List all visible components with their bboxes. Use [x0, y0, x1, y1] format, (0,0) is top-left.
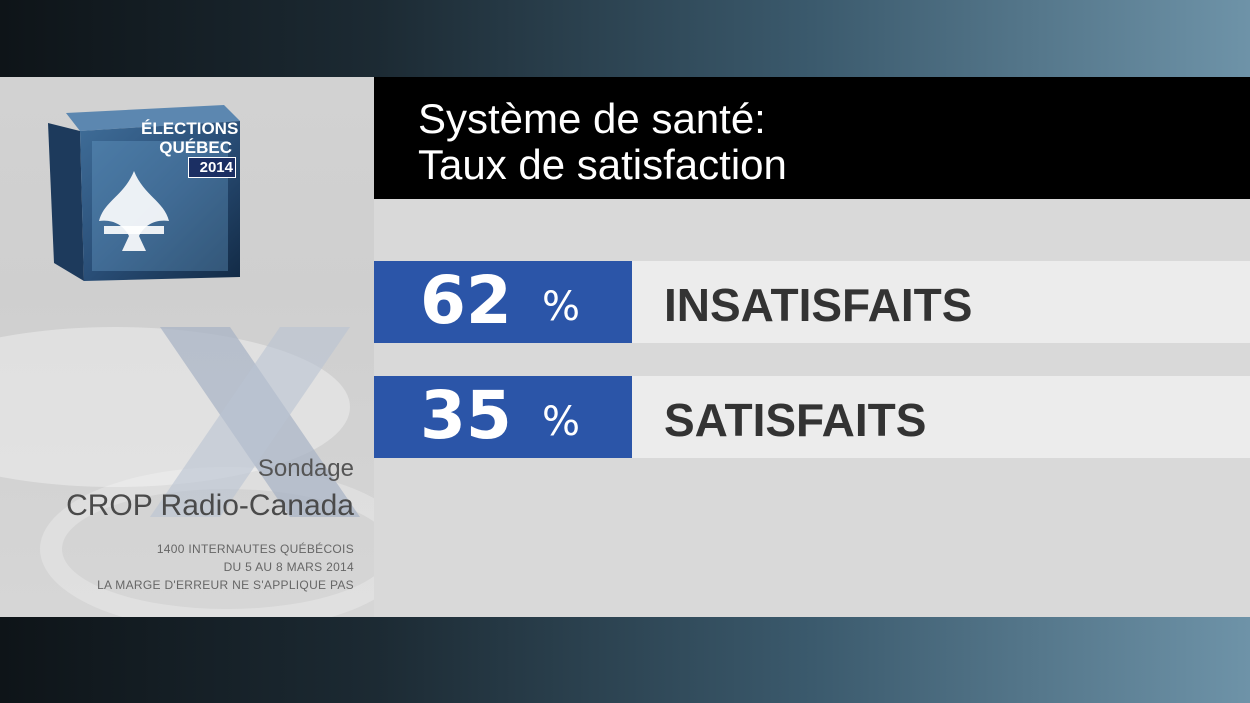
percent-sign: % — [542, 399, 581, 445]
result-row: 62 % INSATISFAITS — [374, 261, 1250, 343]
poll-methodology: 1400 INTERNAUTES QUÉBÉCOIS DU 5 AU 8 MAR… — [97, 540, 354, 594]
result-label: INSATISFAITS — [664, 279, 973, 331]
logo-line-elections: ÉLECTIONS — [141, 119, 239, 138]
percentage-box: 35 % — [374, 376, 632, 458]
logo-year: 2014 — [188, 157, 236, 178]
percentage-value: 35 — [420, 377, 512, 454]
graphic-panel: ÉLECTIONS QUÉBEC 2014 Sondage CROP Radio… — [0, 77, 1250, 617]
title-banner: Système de santé: Taux de satisfaction — [374, 77, 1250, 199]
percentage-box: 62 % — [374, 261, 632, 343]
percentage-value: 62 — [420, 262, 512, 339]
elections-logo: ÉLECTIONS QUÉBEC 2014 — [141, 119, 239, 178]
branding-column: ÉLECTIONS QUÉBEC 2014 Sondage CROP Radio… — [0, 77, 374, 617]
methodology-line-1: 1400 INTERNAUTES QUÉBÉCOIS — [156, 542, 354, 556]
poll-source: CROP Radio-Canada — [66, 489, 354, 522]
methodology-line-3: LA MARGE D'ERREUR NE S'APPLIQUE PAS — [97, 578, 354, 592]
title-line-1: Système de santé: — [418, 95, 766, 142]
logo-line-quebec: QUÉBEC — [159, 138, 232, 157]
poll-label: Sondage — [257, 455, 354, 482]
result-row: 35 % SATISFAITS — [374, 376, 1250, 458]
title-line-2: Taux de satisfaction — [418, 141, 787, 188]
top-band — [0, 0, 1250, 77]
methodology-line-2: DU 5 AU 8 MARS 2014 — [223, 560, 354, 574]
percent-sign: % — [542, 284, 581, 330]
bottom-band — [0, 617, 1250, 703]
result-label: SATISFAITS — [664, 394, 927, 446]
ballot-x-icon — [150, 327, 360, 517]
